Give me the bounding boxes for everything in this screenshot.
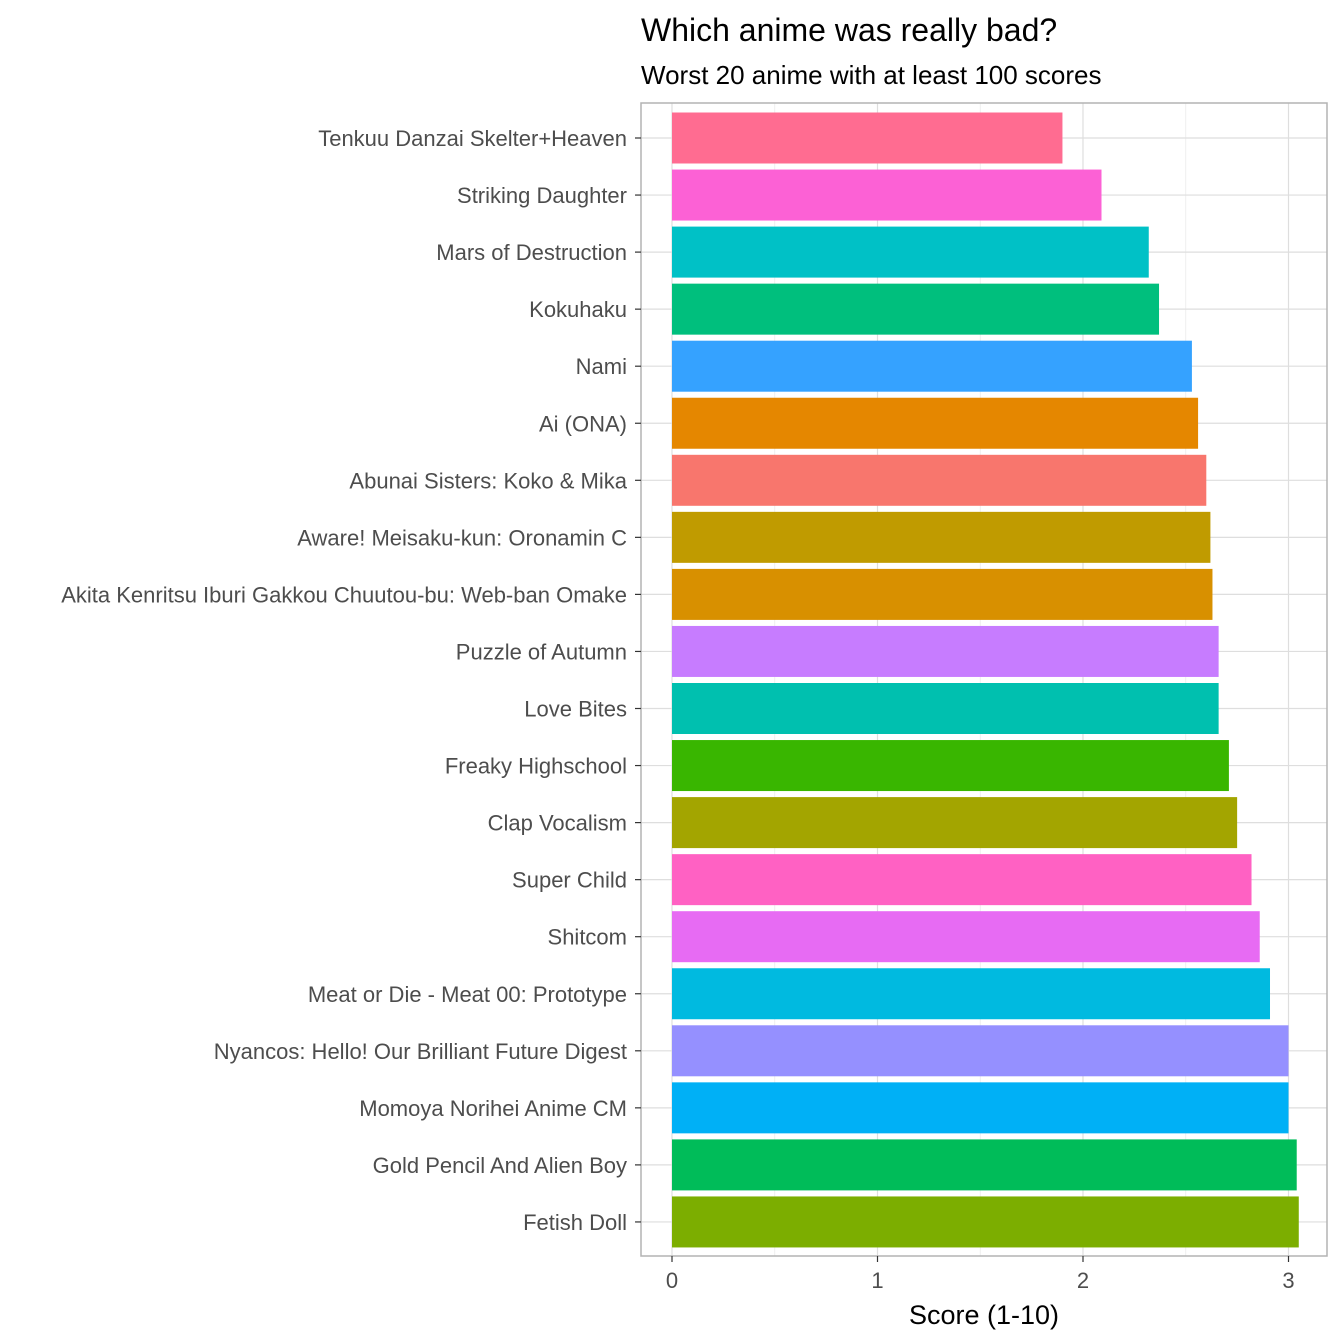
x-tick-label: 0 <box>666 1268 678 1293</box>
bar <box>672 283 1160 335</box>
category-label: Aware! Meisaku-kun: Oronamin C <box>297 525 627 550</box>
bar <box>672 112 1063 164</box>
category-label: Gold Pencil And Alien Boy <box>373 1153 627 1178</box>
bar <box>672 340 1192 392</box>
bar <box>672 568 1213 620</box>
category-label: Nyancos: Hello! Our Brilliant Future Dig… <box>214 1039 627 1064</box>
category-label: Abunai Sisters: Koko & Mika <box>349 468 627 493</box>
category-label: Mars of Destruction <box>436 240 627 265</box>
bar <box>672 511 1211 563</box>
category-label: Akita Kenritsu Iburi Gakkou Chuutou-bu: … <box>61 582 627 607</box>
bar <box>672 968 1271 1020</box>
category-label: Momoya Norihei Anime CM <box>359 1096 627 1121</box>
x-tick-label: 3 <box>1282 1268 1294 1293</box>
bar <box>672 797 1238 849</box>
bar <box>672 1082 1289 1134</box>
category-label: Super Child <box>512 868 627 893</box>
bar <box>672 625 1219 677</box>
bar <box>672 454 1207 506</box>
category-label: Nami <box>576 354 627 379</box>
category-label: Striking Daughter <box>457 183 627 208</box>
bar <box>672 226 1149 278</box>
bar <box>672 169 1102 221</box>
bar <box>672 683 1219 734</box>
category-label: Tenkuu Danzai Skelter+Heaven <box>318 126 627 151</box>
bars <box>672 112 1299 1248</box>
x-tick-label: 1 <box>871 1268 883 1293</box>
chart-subtitle: Worst 20 anime with at least 100 scores <box>641 60 1102 90</box>
bar <box>672 1196 1299 1248</box>
category-label: Fetish Doll <box>523 1210 627 1235</box>
category-labels: Tenkuu Danzai Skelter+Heaven Striking Dau… <box>61 126 641 1235</box>
plot-panel <box>640 102 1328 1257</box>
category-label: Clap Vocalism <box>488 811 627 836</box>
bar <box>672 1139 1297 1191</box>
bar <box>672 1025 1289 1077</box>
bar <box>672 911 1260 963</box>
category-label: Kokuhaku <box>529 297 627 322</box>
x-axis-title: Score (1-10) <box>909 1300 1059 1330</box>
category-label: Puzzle of Autumn <box>456 639 627 664</box>
bar <box>672 854 1252 906</box>
x-tick-label: 2 <box>1077 1268 1089 1293</box>
bar <box>672 397 1199 449</box>
category-label: Ai (ONA) <box>539 411 627 436</box>
category-label: Love Bites <box>524 697 627 722</box>
category-label: Meat or Die - Meat 00: Prototype <box>308 982 627 1007</box>
category-label: Freaky Highschool <box>445 754 627 779</box>
category-label: Shitcom <box>548 925 627 950</box>
bar <box>672 740 1229 792</box>
x-axis: 0 1 2 3 <box>666 1256 1295 1293</box>
chart-title: Which anime was really bad? <box>641 12 1057 48</box>
